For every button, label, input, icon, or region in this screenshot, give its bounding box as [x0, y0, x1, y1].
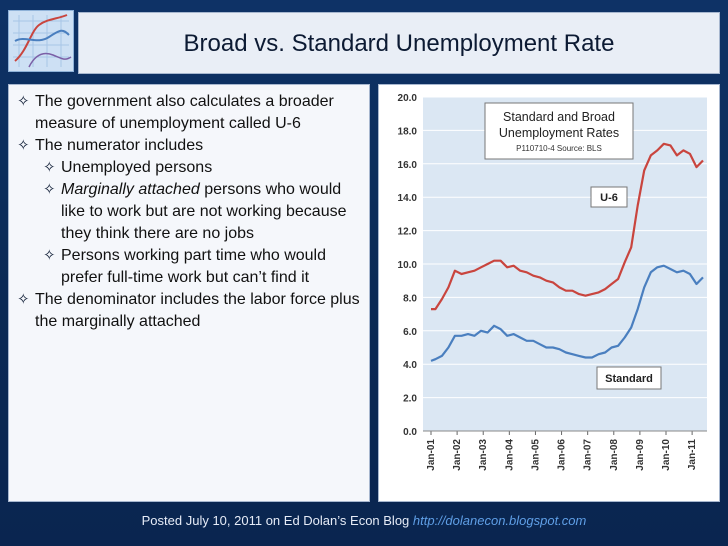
- bullet-list: ✧ The government also calculates a broad…: [9, 85, 369, 333]
- chart-title-line-1: Standard and Broad: [503, 110, 615, 124]
- title-bar: Broad vs. Standard Unemployment Rate: [78, 12, 720, 74]
- x-tick-label: Jan-10: [661, 439, 672, 471]
- y-tick-label: 0.0: [403, 427, 417, 438]
- x-tick-label: Jan-04: [504, 439, 515, 471]
- y-tick-label: 4.0: [403, 360, 417, 371]
- bullet-item: ✧ The government also calculates a broad…: [13, 91, 365, 135]
- u6-label-box: [590, 186, 628, 208]
- footer-text: Posted July 10, 2011 on Ed Dolan’s Econ …: [141, 513, 413, 528]
- y-tick-label: 6.0: [403, 327, 417, 338]
- unemployment-chart: 0.0 2.0 4.0 6.0 8.0 10.0 12.0 14.0 16.0 18.0 20.0 J…: [398, 93, 707, 471]
- y-tick-label: 2.0: [403, 394, 417, 405]
- standard-label-box: [596, 366, 662, 390]
- y-tick-label: 14.0: [398, 193, 418, 204]
- bullet-italic-term: Marginally attached: [61, 181, 200, 198]
- diamond-star-icon: ✧: [43, 181, 56, 198]
- x-tick-label: Jan-03: [478, 439, 489, 471]
- standard-label: Standard: [605, 373, 653, 385]
- bullet-text: The denominator includes the labor force…: [35, 291, 360, 330]
- y-tick-label: 8.0: [403, 293, 417, 304]
- x-tick-label: Jan-11: [687, 439, 698, 471]
- y-tick-label: 20.0: [398, 93, 418, 104]
- diamond-star-icon: ✧: [17, 137, 30, 154]
- slide-title: Broad vs. Standard Unemployment Rate: [183, 30, 615, 57]
- logo-image: [8, 10, 74, 72]
- x-tick-label: Jan-07: [583, 439, 594, 471]
- x-tick-label: Jan-08: [609, 439, 620, 471]
- sub-bullet-item: ✧ Marginally attached persons who would …: [13, 179, 365, 245]
- blog-link[interactable]: http://dolanecon.blogspot.com: [412, 513, 587, 528]
- bullet-text: The numerator includes: [35, 137, 204, 154]
- y-tick-label: 16.0: [398, 160, 418, 171]
- sub-bullet-item: ✧ Unemployed persons: [13, 157, 365, 179]
- standard-series-line: [430, 264, 704, 362]
- chart-title-line-2: Unemployment Rates: [499, 126, 619, 140]
- y-tick-label: 12.0: [398, 227, 418, 238]
- sub-bullet-item: ✧ Persons working part time who would pr…: [13, 245, 365, 289]
- map-logo-icon: [9, 11, 73, 71]
- bullet-text: Persons working part time who would pref…: [61, 247, 327, 286]
- x-tick-label: Jan-06: [557, 439, 568, 471]
- chart-title-box: [484, 102, 634, 160]
- x-tick-label: Jan-09: [635, 439, 646, 471]
- x-tick-label: Jan-05: [530, 439, 541, 471]
- u6-series-line: [431, 142, 704, 311]
- diamond-star-icon: ✧: [43, 247, 56, 264]
- bullet-text: Unemployed persons: [61, 159, 213, 176]
- bullet-text: persons who would like to work but are n…: [61, 181, 347, 242]
- diamond-star-icon: ✧: [17, 93, 30, 110]
- chart-panel: 0.0 2.0 4.0 6.0 8.0 10.0 12.0 14.0 16.0 18.0 20.0 J…: [378, 84, 720, 502]
- x-tick-label: Jan-02: [452, 439, 463, 471]
- x-tick-label: Jan-01: [426, 439, 437, 471]
- diamond-star-icon: ✧: [43, 159, 56, 176]
- bullet-item: ✧ The numerator includes: [13, 135, 365, 157]
- y-tick-label: 10.0: [398, 260, 418, 271]
- bullet-text: The government also calculates a broader…: [35, 93, 334, 132]
- bullet-panel: ✧ The government also calculates a broad…: [8, 84, 370, 502]
- u6-label: U-6: [600, 192, 618, 204]
- y-tick-label: 18.0: [398, 126, 418, 137]
- footer: Posted July 10, 2011 on Ed Dolan’s Econ …: [0, 513, 728, 528]
- bullet-item: ✧ The denominator includes the labor for…: [13, 289, 365, 333]
- diamond-star-icon: ✧: [17, 291, 30, 308]
- chart-subtitle: P110710-4 Source: BLS: [516, 144, 602, 153]
